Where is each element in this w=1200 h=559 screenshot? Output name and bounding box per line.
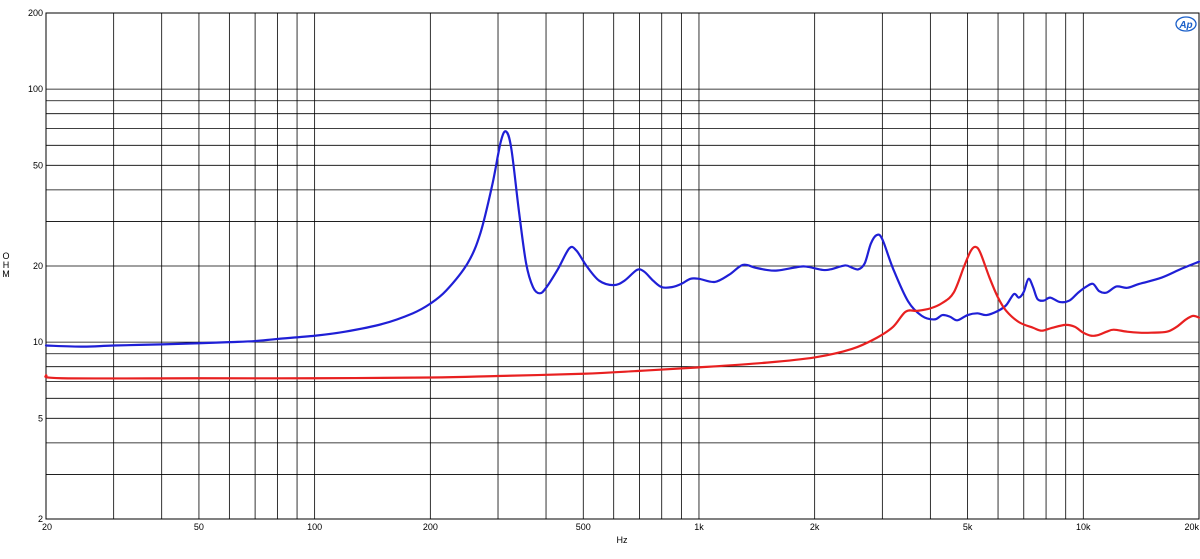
y-tick-label: 20	[33, 261, 43, 271]
grid	[46, 13, 1199, 519]
x-tick-label: 5k	[963, 522, 973, 532]
y-tick-labels: 200 100 50 20 10 5 2	[28, 8, 43, 524]
y-tick-label: 200	[28, 8, 43, 18]
x-tick-label: 10k	[1076, 522, 1091, 532]
series-layer	[44, 130, 1200, 380]
x-axis-title: Hz	[617, 535, 628, 545]
y-tick-label: 5	[38, 413, 43, 423]
x-tick-labels: 20 50 100 200 500 1k 2k 5k 10k 20k	[42, 522, 1199, 532]
x-tick-label: 100	[307, 522, 322, 532]
x-tick-label: 20	[42, 522, 52, 532]
ap-logo-icon: Ap	[1175, 16, 1197, 32]
series-line-red	[44, 245, 1200, 380]
x-tick-label: 1k	[694, 522, 704, 532]
y-tick-label: 100	[28, 84, 43, 94]
plot-frame	[45, 12, 1200, 520]
x-tick-label: 2k	[810, 522, 820, 532]
x-tick-label: 50	[194, 522, 204, 532]
x-tick-label: 200	[423, 522, 438, 532]
svg-text:Ap: Ap	[1178, 20, 1192, 31]
y-tick-label: 2	[38, 514, 43, 524]
series-line-blue	[44, 130, 1200, 348]
x-tick-label: 500	[576, 522, 591, 532]
y-tick-label: 50	[33, 160, 43, 170]
x-tick-label: 20k	[1184, 522, 1199, 532]
y-tick-label: 10	[33, 337, 43, 347]
